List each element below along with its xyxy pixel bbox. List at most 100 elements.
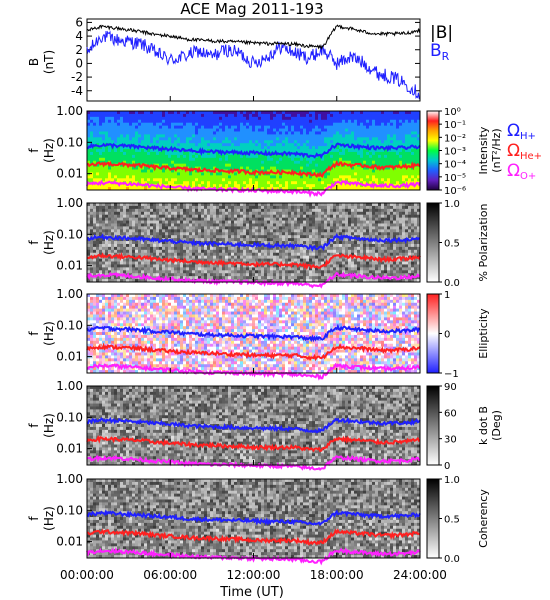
colorbar-tick-label: 10⁻⁴ [444,160,466,171]
y-tick-label: 4 [75,29,83,43]
colorbar [426,478,440,559]
colorbar-unit: (nT²/Hz) [490,128,503,172]
y-axis-label: f [27,423,41,428]
x-tick-label: 12:00:00 [227,568,281,582]
colorbar-label: k dot B [477,406,490,445]
y-tick-label: 1.00 [56,287,83,301]
gyrofrequency-line-h-plus [86,509,421,527]
x-axis-label: Time (UT) [219,585,284,600]
y-axis-label: f [27,516,41,521]
gyrofrequency-legend: ΩH+ ΩHe+ ΩO+ [507,121,542,182]
colorbar-tick-label: 10⁻³ [444,147,466,158]
legend-b-magnitude: |B| [430,23,453,43]
y-tick-label: 0.10 [56,135,83,149]
legend-symbol: Ω [507,141,520,161]
gyrofrequency-line-h-plus [86,142,421,160]
colorbar-tick-label: 60 [444,408,457,419]
colorbar [426,202,440,283]
colorbar-tick-label: 10⁻² [444,133,466,144]
gyrofrequency-line-o-plus [86,454,421,471]
series-line-b-radial [86,30,421,100]
y-tick-label: 0.01 [56,442,83,456]
y-tick-label: -4 [71,84,83,98]
series-lines [86,24,421,100]
legend-b-radial: BR [430,41,450,63]
legend-label: |B| [430,23,453,43]
gyrofrequency-line-he-plus [86,528,421,546]
y-axis-label: B [27,58,41,66]
gyrofrequency-line-he-plus [86,342,421,362]
y-axis-label: f [27,240,41,245]
panel-ellipticity: 1.00 0.10 0.01 f (Hz) 1 0 −1 Ellipticity [27,287,490,381]
y-axis-unit: (Hz) [42,321,56,346]
y-axis-unit: (Hz) [42,138,56,163]
colorbar-tick-label: 10⁻¹ [444,120,466,131]
colorbar-tick-label: 0.5 [444,239,460,250]
legend-subscript: He+ [520,151,542,162]
x-tick-label: 18:00:00 [310,568,364,582]
y-tick-label: -2 [71,70,83,84]
chart-title: ACE Mag 2011-193 [180,0,323,18]
colorbar-tick-label: 10⁻⁵ [444,173,466,184]
x-tick-label: 06:00:00 [143,568,197,582]
gyrofrequency-line-he-plus [86,252,421,271]
y-tick-label: 1.00 [56,104,83,118]
y-tick-label: 6 [75,15,83,29]
legend-subscript: R [442,50,450,63]
y-tick-label: 0.01 [56,167,83,181]
spectrogram-panels: 1.000.100.01f (Hz)10⁰10⁻¹10⁻²10⁻³10⁻⁴10⁻⁵… [27,104,503,566]
y-axis-label: f [27,331,41,336]
x-tick-label: 24:00:00 [393,568,447,582]
spectrogram-image [87,111,421,191]
y-axis-unit: (Hz) [42,413,56,438]
colorbar-tick-label: 0.0 [444,278,460,289]
y-tick-label: 1.00 [56,472,83,486]
y-axis-unit: (Hz) [42,230,56,255]
colorbar-label: Coherency [477,489,490,548]
gyrofrequency-line-h-plus [86,416,421,434]
y-tick-label: 1.00 [56,379,83,393]
panel-wave-angle: 1.00 0.10 0.01 f (Hz) 90 60 30 0 k dot B (Deg) [27,379,503,472]
colorbar [426,293,440,374]
gyrofrequency-line-h-plus [86,233,421,252]
y-tick-label: 0.10 [56,410,83,424]
y-axis-unit: (nT) [42,50,56,74]
y-tick-label: 0.10 [56,503,83,517]
spectrogram-image [87,294,421,374]
y-tick-label: 0 [75,56,83,70]
colorbar-label: Ellipticity [477,308,490,359]
colorbar-tick-label: 10⁻⁶ [444,186,466,197]
colorbar-label: % Polarization [477,204,490,282]
spectrogram-image [87,203,421,283]
colorbar-tick-label: 1.0 [444,475,460,486]
y-tick-label: 0.01 [56,535,83,549]
legend-label: BR [430,41,450,63]
legend-subscript: O+ [520,171,536,182]
colorbar [426,110,440,191]
x-tick-label: 00:00:00 [60,568,114,582]
panel-polarization: 1.00 0.10 0.01 f (Hz) 1.0 0.5 0.0 % Polarization [27,196,490,289]
colorbar-tick-label: 90 [444,382,457,393]
gyrofrequency-line-o-plus [86,179,421,198]
colorbar-unit: (Deg) [490,410,503,441]
colorbar-tick-label: 30 [444,435,457,446]
gyrofrequency-line-he-plus [86,160,421,179]
colorbar-tick-label: −1 [444,369,459,380]
legend-subscript: H+ [520,131,536,142]
y-tick-label: 0.01 [56,259,83,273]
colorbar-label: Intensity [477,126,490,174]
legend-h-plus: ΩH+ [507,121,536,142]
y-tick-label: 0.10 [56,227,83,241]
gyrofrequency-line-h-plus [86,323,421,343]
colorbar [426,385,440,466]
x-axis: Time (UT) 00:00:00 06:00:00 12:00:00 18:00:… [60,96,447,600]
legend-symbol: Ω [507,161,520,181]
colorbar-tick-label: 0 [444,330,450,341]
y-axis-label: f [27,148,41,153]
y-tick-label: 2 [75,43,83,57]
colorbar-tick-label: 0.5 [444,515,460,526]
legend-symbol: Ω [507,121,520,141]
series-line-b-magnitude [86,24,421,51]
